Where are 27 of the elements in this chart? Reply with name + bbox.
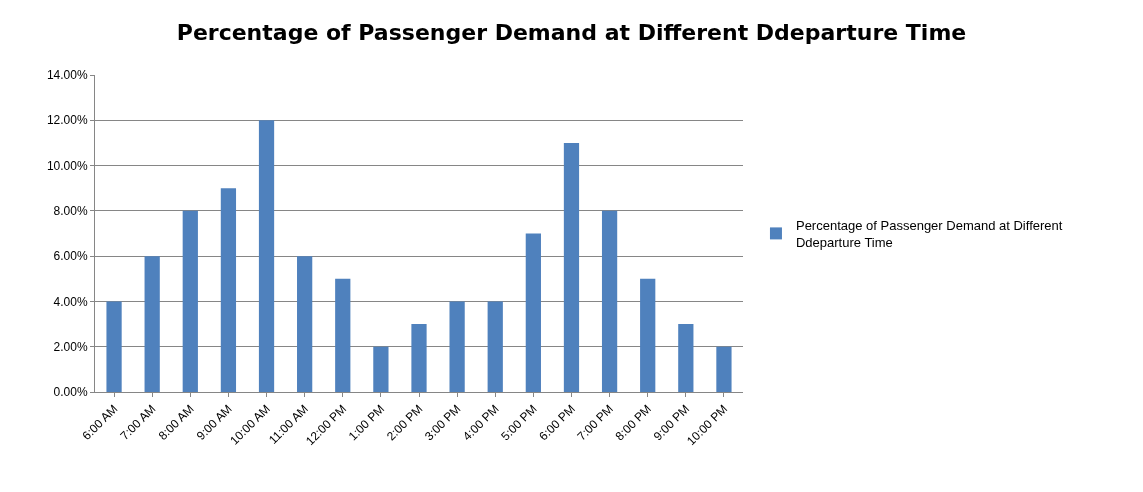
bar: [220, 188, 237, 392]
y-tick-label: 6.00%: [53, 249, 88, 264]
y-tick-label: 10.00%: [46, 158, 88, 173]
y-tick-label: 14.00%: [46, 68, 88, 83]
bar: [487, 301, 503, 392]
bar: [144, 256, 160, 392]
y-tick-label: 8.00%: [53, 204, 88, 219]
bar: [449, 301, 465, 392]
bar: [678, 324, 694, 392]
y-tick-label: 12.00%: [46, 113, 88, 128]
y-tick-label: 2.00%: [53, 339, 88, 354]
bar: [716, 346, 732, 392]
bar: [258, 120, 275, 392]
bar: [601, 210, 618, 392]
chart-title: Percentage of Passenger Demand at Different Ddeparture Time: [176, 20, 967, 45]
bar: [411, 324, 427, 392]
bar: [373, 346, 389, 392]
bar: [182, 210, 198, 392]
bar: [335, 278, 351, 392]
y-tick-label: 4.00%: [53, 294, 88, 309]
legend-label: Percentage of Passenger Demand at Different Ddeparture Time: [795, 218, 1063, 250]
bar: [563, 142, 580, 392]
bar: [297, 256, 313, 392]
bar: [640, 278, 656, 392]
y-tick-label: 0.00%: [53, 385, 88, 400]
bar: [525, 233, 541, 392]
bar: [106, 301, 122, 392]
